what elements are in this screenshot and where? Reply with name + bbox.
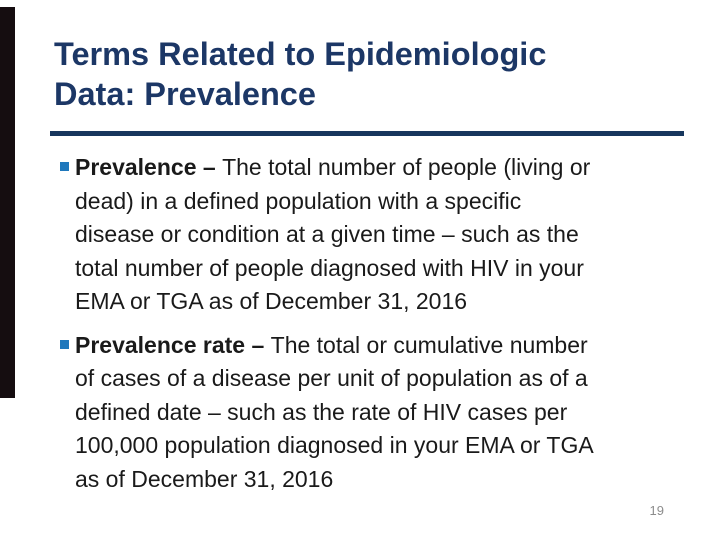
bullet-line: EMA or TGA as of December 31, 2016 bbox=[75, 288, 468, 314]
bullet-line: dead) in a defined population with a spe… bbox=[75, 187, 522, 214]
bullet-line: total number of people diagnosed with HI… bbox=[75, 254, 584, 281]
bullet-square-icon bbox=[60, 162, 69, 171]
bullet-term: Prevalence rate – bbox=[75, 331, 271, 358]
bullet-term: Prevalence – bbox=[75, 154, 223, 180]
bullet-line-rest: The total number of people (living or bbox=[222, 154, 591, 180]
bullet-line: defined date – such as the rate of HIV c… bbox=[75, 398, 568, 425]
title-divider-rule bbox=[50, 131, 684, 136]
title-line-2: Data: Prevalence bbox=[54, 76, 316, 112]
title-line-1: Terms Related to Epidemiologic bbox=[54, 36, 547, 72]
page-number: 19 bbox=[649, 503, 664, 518]
bullet-line: Prevalence – The total number of people … bbox=[75, 151, 590, 185]
bullet-line: of cases of a disease per unit of popula… bbox=[75, 365, 588, 391]
bullet-line: as of December 31, 2016 bbox=[75, 465, 334, 492]
bullet-line: Prevalence rate – The total or cumulativ… bbox=[75, 329, 594, 363]
bullet-list: Prevalence – The total number of people … bbox=[60, 151, 594, 506]
bullet-line: 100,000 population diagnosed in your EMA… bbox=[75, 432, 594, 458]
bullet-text: Prevalence rate – The total or cumulativ… bbox=[75, 329, 594, 497]
bullet-item-prevalence-rate: Prevalence rate – The total or cumulativ… bbox=[60, 329, 594, 497]
bullet-square-icon bbox=[60, 339, 69, 349]
bullet-item-prevalence: Prevalence – The total number of people … bbox=[60, 151, 594, 319]
page-title: Terms Related to Epidemiologic Data: Pre… bbox=[54, 34, 546, 114]
bullet-text: Prevalence – The total number of people … bbox=[75, 151, 590, 319]
bullet-line-rest: The total or cumulative number bbox=[270, 331, 588, 358]
left-edge-bar bbox=[0, 7, 15, 398]
bullet-line: disease or condition at a given time – s… bbox=[75, 221, 579, 247]
